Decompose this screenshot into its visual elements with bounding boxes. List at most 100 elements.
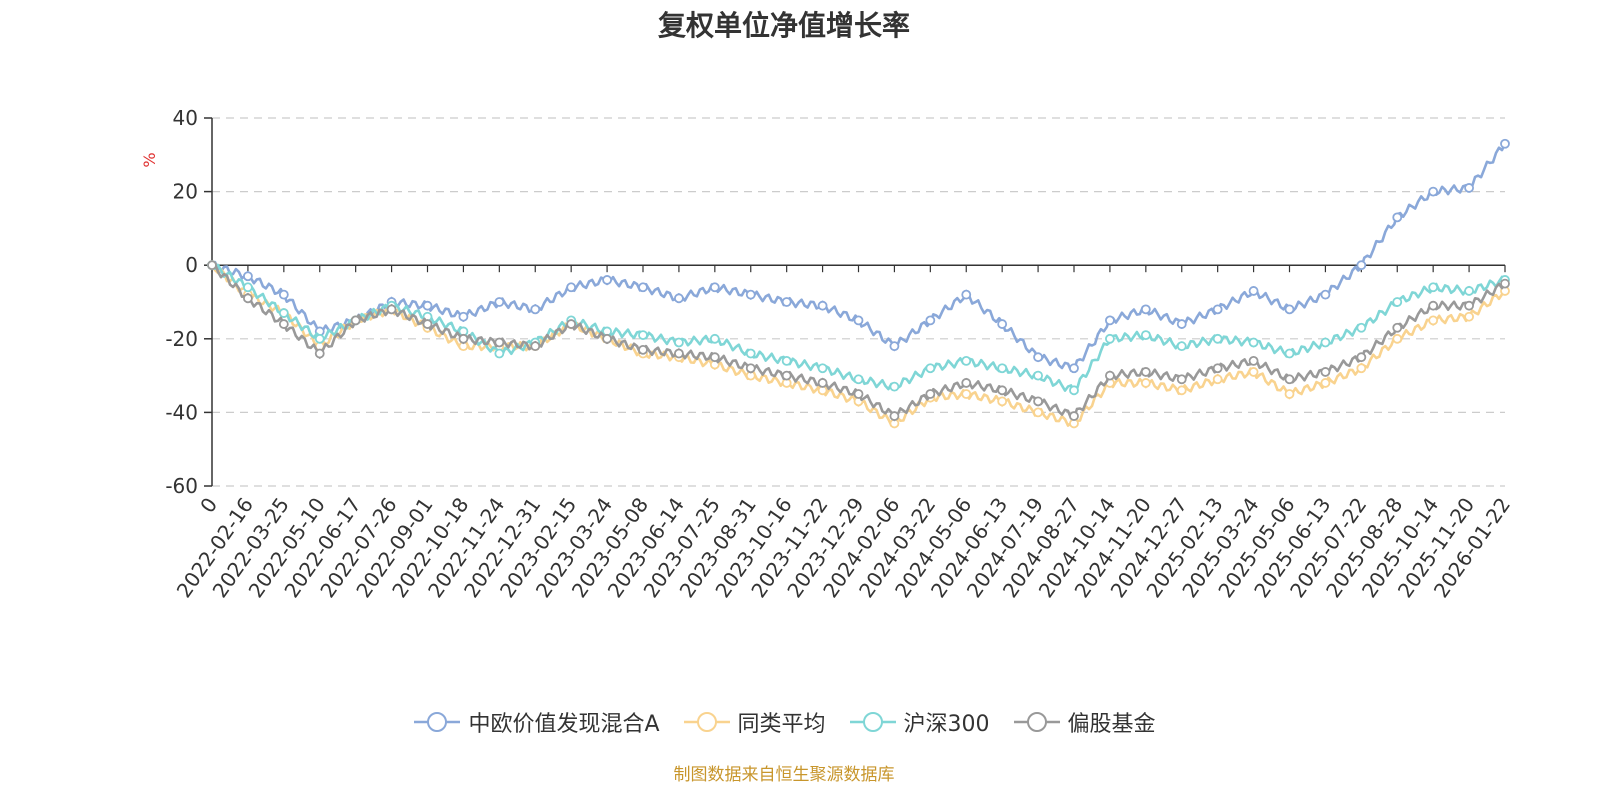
data-point [1356,363,1367,374]
data-point [602,333,612,344]
series-2 [207,260,1510,396]
data-point [1069,363,1079,374]
chart-title: 复权单位净值增长率 [657,9,910,42]
data-point [1356,322,1367,333]
data-point [961,355,972,366]
data-point [243,293,253,304]
data-point [1392,322,1403,333]
data-point [1392,212,1403,223]
data-point [853,374,864,385]
data-point [1033,396,1043,407]
data-point [709,352,720,363]
data-point [1464,183,1474,193]
data-point [961,389,972,399]
data-point [1176,341,1187,352]
legend-label: 中欧价值发现混合A [468,712,660,737]
data-point [1320,337,1331,348]
axis-layer: 40200-20-40-6002022-02-162022-03-252022-… [165,106,1515,602]
data-point [494,297,505,307]
y-tick-label: 20 [173,180,198,204]
data-point [207,260,217,271]
data-point [1176,385,1187,396]
data-point [1248,355,1259,366]
data-point [1356,260,1367,271]
grid-layer [212,117,1505,487]
data-point [566,282,577,293]
y-axis-unit-label: % [140,152,159,167]
legend: 中欧价值发现混合A 同类平均 沪深300 偏股基金 [0,706,1568,738]
data-point [781,355,792,366]
data-point [1500,278,1510,289]
data-point [853,389,864,399]
series-3 [207,260,1510,422]
data-point [925,315,936,326]
data-point [1033,352,1043,363]
data-point [243,282,253,293]
data-point [1176,374,1187,385]
legend-label: 沪深300 [903,712,990,737]
series-layer [207,138,1510,429]
data-point [925,363,936,374]
data-point [1392,333,1403,344]
data-point [278,308,289,318]
data-point [817,363,828,374]
data-point [530,304,541,315]
data-point [638,282,648,293]
data-point [1284,348,1295,359]
data-point [781,370,792,381]
data-point [674,337,684,348]
data-point [817,378,828,388]
data-point [817,300,828,311]
data-point [422,319,433,329]
y-tick-label: 40 [173,106,198,130]
data-point [458,333,469,344]
data-point [1464,286,1474,296]
y-tick-label: 0 [185,253,198,277]
data-point [1356,352,1367,363]
data-point [961,378,972,388]
data-point [1464,311,1474,322]
data-point [1320,378,1331,388]
legend-item[interactable]: 沪深300 [848,706,990,738]
data-point [889,381,900,392]
data-point [1140,367,1151,377]
data-point [494,337,505,348]
data-point [1140,330,1151,341]
data-point [997,363,1008,374]
y-tick-label: -60 [165,474,198,498]
data-point [1248,337,1259,348]
legend-item[interactable]: 同类平均 [682,706,826,738]
data-point [1428,315,1439,326]
legend-item[interactable]: 中欧价值发现混合A [412,706,660,738]
data-point [1320,367,1331,377]
data-point [1033,407,1043,418]
data-point [889,341,900,352]
data-point [638,330,648,341]
data-point [314,333,325,344]
data-point [638,344,648,355]
data-point [1212,333,1223,344]
data-point [709,282,720,293]
data-point [1284,389,1295,399]
legend-circle [1026,712,1047,732]
data-point [1140,304,1151,315]
data-point [1033,370,1043,381]
data-point [350,315,361,326]
data-point [602,275,612,285]
data-point [1069,385,1079,396]
data-point [1069,411,1079,421]
legend-marker-icon [414,712,461,732]
legend-marker-icon [849,712,896,732]
y-tick-label: -40 [165,400,198,424]
x-tick-label: 0 [195,493,222,517]
data-point [278,319,289,329]
data-point [997,396,1008,407]
legend-marker-icon [683,712,730,732]
data-point [566,319,577,329]
legend-item[interactable]: 偏股基金 [1012,706,1156,738]
data-point [1428,300,1439,311]
data-point [745,289,756,300]
data-point [1248,367,1259,377]
data-point [1320,289,1331,300]
data-point [925,389,936,399]
